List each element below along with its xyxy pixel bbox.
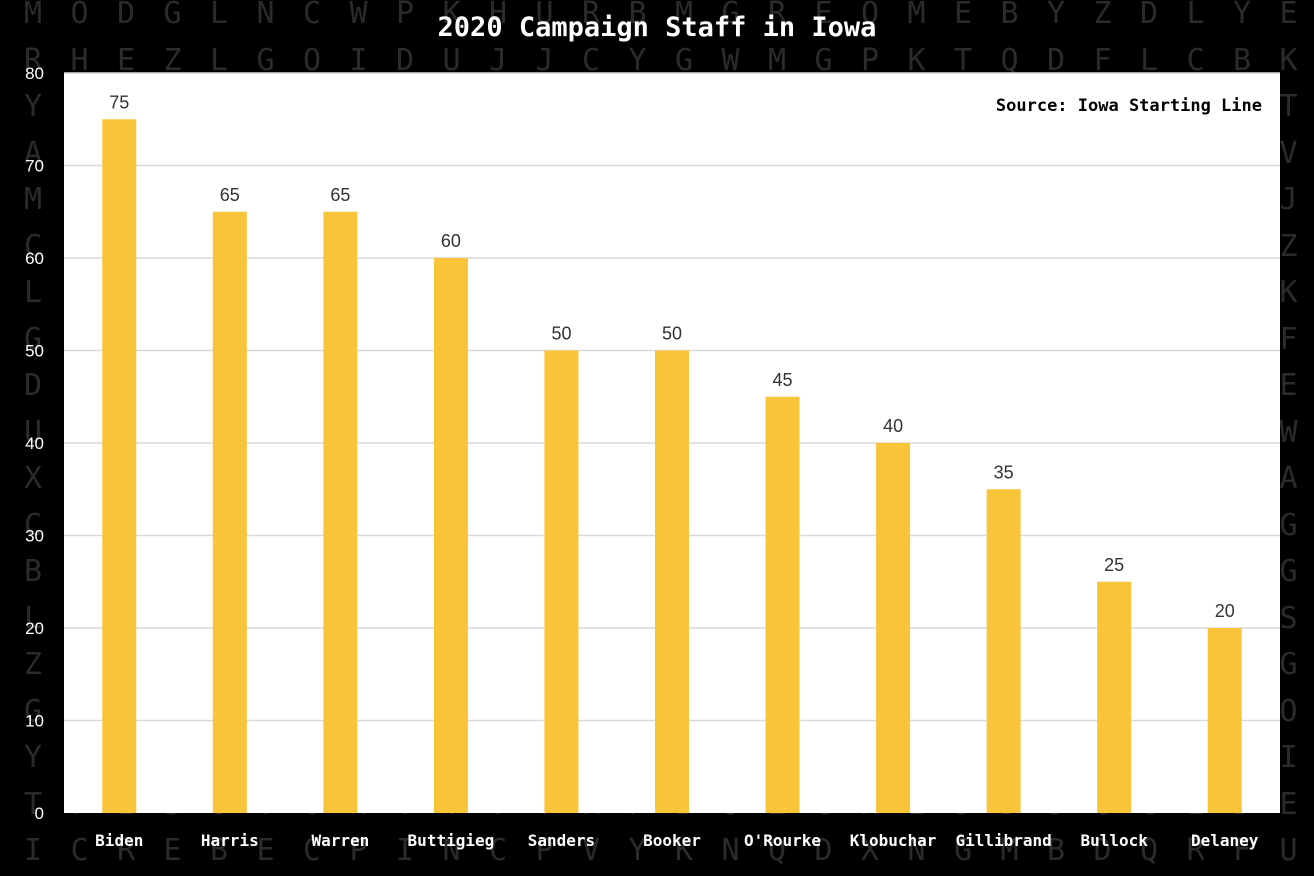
- y-tick-label: 80: [25, 64, 44, 83]
- y-axis-ticks: 0 10 20 30 40 50 60 70 80: [25, 64, 44, 823]
- x-tick-label: Sanders: [528, 831, 595, 850]
- data-label: 50: [662, 324, 682, 344]
- data-label: 50: [551, 324, 571, 344]
- x-axis-ticks: Biden Harris Warren Buttigieg Sanders Booker O…: [95, 831, 1259, 850]
- data-label: 65: [220, 185, 240, 205]
- data-label: 60: [441, 231, 461, 251]
- bar-gillibrand: [986, 489, 1021, 813]
- bar-buttigieg: [433, 258, 468, 813]
- bar-harris: [212, 211, 247, 813]
- data-label: 40: [883, 416, 903, 436]
- bars: [102, 119, 1242, 813]
- x-tick-label: Klobuchar: [850, 831, 937, 850]
- bar-bullock: [1097, 581, 1132, 813]
- source-annotation: Source: Iowa Starting Line: [996, 96, 1262, 116]
- x-tick-label: Warren: [311, 831, 369, 850]
- data-label: 45: [773, 370, 793, 390]
- x-tick-label: Delaney: [1191, 831, 1259, 850]
- bar-booker: [655, 350, 689, 813]
- x-tick-label: O'Rourke: [744, 831, 821, 850]
- y-tick-label: 30: [25, 527, 44, 546]
- bar-orourke: [765, 396, 800, 813]
- x-tick-label: Biden: [95, 831, 143, 850]
- bar-warren: [323, 211, 358, 813]
- data-labels: 75 65 65 60 50 50 45 40 35 25 20: [109, 92, 1234, 621]
- bar-delaney: [1207, 628, 1242, 813]
- chart-title: 2020 Campaign Staff in Iowa: [437, 12, 877, 43]
- x-tick-label: Harris: [201, 831, 259, 850]
- y-tick-label: 20: [25, 619, 44, 638]
- y-tick-label: 50: [25, 342, 44, 361]
- bar-biden: [102, 119, 137, 813]
- x-tick-label: Booker: [643, 831, 701, 850]
- y-tick-label: 40: [25, 434, 44, 453]
- y-tick-label: 0: [35, 804, 44, 823]
- bar-klobuchar: [876, 443, 911, 813]
- data-label: 25: [1104, 555, 1124, 575]
- y-tick-label: 60: [25, 249, 44, 268]
- data-label: 65: [330, 185, 350, 205]
- data-label: 35: [994, 462, 1014, 482]
- bar-sanders: [544, 350, 579, 813]
- y-tick-label: 10: [25, 712, 44, 731]
- data-label: 20: [1215, 601, 1235, 621]
- x-tick-label: Bullock: [1080, 831, 1148, 850]
- x-tick-label: Gillibrand: [955, 831, 1051, 850]
- y-tick-label: 70: [25, 157, 44, 176]
- data-label: 75: [109, 92, 129, 112]
- x-tick-label: Buttigieg: [408, 831, 495, 850]
